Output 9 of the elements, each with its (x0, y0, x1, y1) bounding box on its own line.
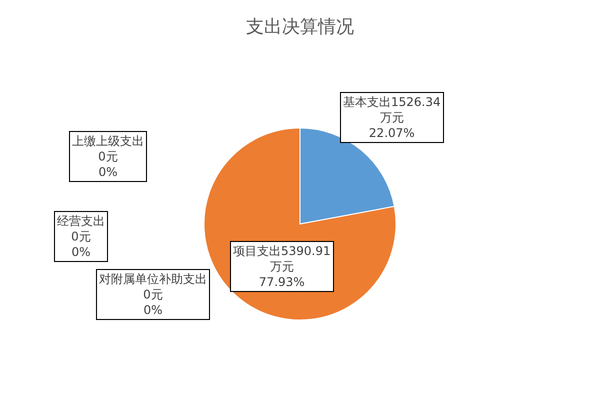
text: 0元 0% (71, 230, 91, 260)
chart-title: 支出决算情况 (246, 16, 354, 38)
category-label: 上缴上级支出 (72, 134, 144, 148)
category-label: 对附属单位补助支出 (99, 272, 207, 286)
category-label: 经营支出 (57, 214, 105, 228)
slice-label: 基本支出1526.34 万元 22.07% (343, 95, 441, 140)
text: 0元 0% (143, 288, 163, 318)
slice-label: 项目支出5390.91 万元 77.93% (233, 244, 331, 290)
text: 0元 0% (98, 150, 118, 180)
